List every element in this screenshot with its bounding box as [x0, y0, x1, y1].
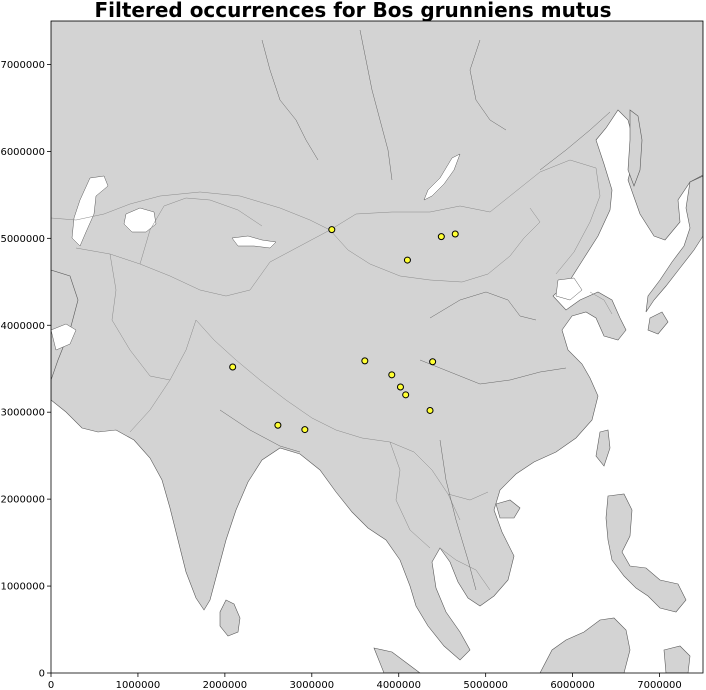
occurrence-point	[328, 226, 336, 234]
river-amur	[539, 111, 611, 171]
bohai-sea	[555, 277, 583, 301]
caspian-sea	[71, 175, 109, 247]
lake-balkhash	[231, 235, 277, 249]
y-tick-label: 1000000	[0, 582, 45, 593]
river-yangtze	[419, 359, 567, 385]
border-korea	[589, 291, 613, 315]
border-himalaya	[195, 319, 461, 521]
asia-landmass	[51, 21, 703, 661]
y-tick-label: 2000000	[0, 495, 45, 506]
x-tick-label: 2000000	[203, 680, 248, 690]
border-iran-afghan	[109, 253, 171, 381]
river-ganges	[219, 409, 301, 453]
sulawesi	[663, 645, 691, 673]
x-tick-label: 4000000	[376, 680, 421, 690]
y-tick-label: 7000000	[0, 60, 45, 71]
y-tick-label: 5000000	[0, 234, 45, 245]
river-lena	[469, 39, 507, 131]
x-tick-label: 3000000	[290, 680, 335, 690]
occurrence-point	[229, 363, 237, 371]
basemap	[51, 21, 703, 673]
sri-lanka	[219, 599, 241, 637]
hainan	[495, 499, 521, 519]
japan-south	[647, 311, 669, 335]
occurrence-point	[301, 426, 309, 434]
occurrence-point	[426, 406, 434, 414]
map-title: Filtered occurrences for Bos grunniens m…	[94, 0, 612, 22]
plot-frame	[50, 20, 704, 674]
occurrence-point	[396, 383, 404, 391]
japan	[645, 175, 703, 313]
occurrence-point	[451, 230, 459, 238]
lake-baikal	[423, 153, 461, 201]
border-mongolia	[329, 207, 541, 283]
occurrence-point	[437, 233, 445, 241]
borneo	[539, 617, 631, 673]
river-yellow	[429, 291, 537, 321]
x-tick-label: 5000000	[463, 680, 508, 690]
persian-gulf	[51, 323, 77, 351]
y-tick-label: 4000000	[0, 321, 45, 332]
y-tick-label: 3000000	[0, 408, 45, 419]
axes: 0 1000000 2000000 3000000 4000000 5000000 6000…	[0, 60, 681, 690]
occurrence-point	[429, 358, 437, 366]
philippines	[605, 493, 687, 613]
occurrence-point	[402, 391, 410, 399]
taiwan	[595, 429, 611, 467]
border-southeast-asia	[389, 441, 491, 591]
border-china-north	[249, 159, 601, 291]
occurrence-point	[403, 256, 411, 264]
y-tick-label: 0	[39, 669, 45, 680]
river-mekong	[439, 439, 477, 591]
river-ob	[261, 39, 319, 161]
border-russia	[51, 191, 331, 231]
x-tick-label: 6000000	[550, 680, 595, 690]
x-tick-label: 7000000	[637, 680, 682, 690]
y-tick-label: 6000000	[0, 147, 45, 158]
x-tick-label: 0	[48, 680, 54, 690]
occurrence-point	[361, 357, 369, 365]
occurrence-point	[274, 421, 282, 429]
sakhalin	[627, 109, 643, 187]
occurrence-points	[229, 226, 459, 434]
river-yenisei	[359, 29, 393, 181]
x-tick-label: 1000000	[116, 680, 161, 690]
sumatra	[373, 647, 421, 673]
occurrence-point	[388, 371, 396, 379]
